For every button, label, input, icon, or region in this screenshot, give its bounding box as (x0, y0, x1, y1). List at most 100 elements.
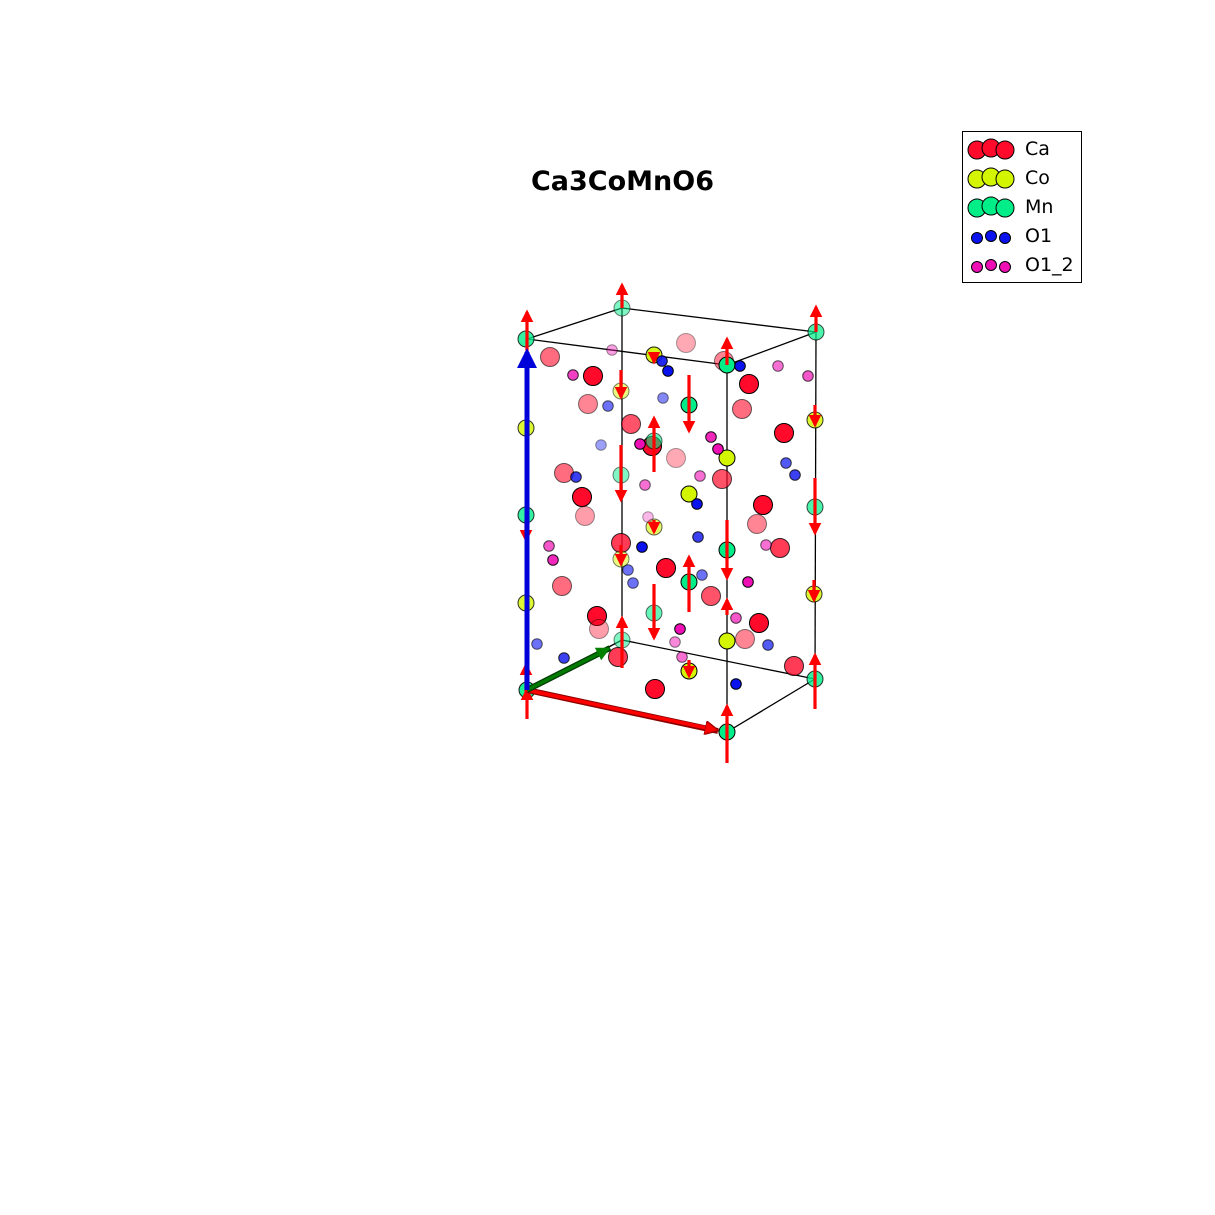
atom-ca (656, 558, 676, 578)
atom-ca (608, 647, 628, 667)
atom-ca (770, 538, 790, 558)
cell-edge (526, 338, 728, 366)
atom-o1 (692, 531, 704, 543)
legend: Ca Co Mn O1 O1_2 (962, 131, 1082, 283)
atom-o1-2 (674, 623, 686, 635)
legend-marker-dot (999, 232, 1011, 244)
atom-o1-2 (639, 479, 651, 491)
atom-ca (578, 394, 598, 414)
atom-ca (735, 629, 755, 649)
atom-o1 (657, 392, 669, 404)
atom-o1-2 (676, 651, 688, 663)
atom-ca (589, 619, 609, 639)
atom-o1-2 (543, 540, 555, 552)
axis-a-arrow (526, 688, 716, 730)
legend-label: Mn (1025, 196, 1054, 218)
legend-entry: Mn (963, 194, 1081, 222)
atom-ca (583, 366, 603, 386)
atom-o1-2 (712, 443, 724, 455)
axis-b-arrow (526, 647, 611, 692)
atom-o1 (595, 439, 607, 451)
atom-o1 (662, 365, 674, 377)
cell-edge (726, 678, 816, 733)
atom-o1 (789, 469, 801, 481)
atom-o1-2 (730, 612, 742, 624)
legend-marker-icon (967, 167, 1015, 189)
legend-marker-dot (971, 261, 983, 273)
atom-ca (753, 495, 773, 515)
legend-marker-dot (985, 259, 997, 271)
atom-o1-2 (642, 511, 654, 523)
atom-o1 (762, 639, 774, 651)
legend-marker-icon (971, 259, 1011, 273)
atom-o1 (696, 569, 708, 581)
atom-ca (552, 576, 572, 596)
lattice-axis-arrows (517, 348, 718, 731)
legend-marker-dot (995, 198, 1015, 218)
atom-co (680, 485, 698, 503)
legend-marker-icon (967, 138, 1015, 160)
atom-ca (645, 679, 665, 699)
legend-label: O1 (1025, 225, 1053, 247)
legend-marker-icon (967, 196, 1015, 218)
legend-entry: O1_2 (963, 252, 1081, 280)
atom-o1 (730, 678, 742, 690)
atom-o1 (656, 355, 668, 367)
atom-o1 (627, 577, 639, 589)
cell-edge (621, 307, 817, 333)
atom-ca (587, 606, 607, 626)
atom-co (718, 449, 736, 467)
cell-edge (726, 331, 817, 366)
legend-label: Co (1025, 167, 1050, 189)
atom-ca (621, 414, 641, 434)
atom-ca (701, 586, 721, 606)
legend-marker-dot (995, 140, 1015, 160)
atom-o1-2 (634, 438, 646, 450)
atom-ca (739, 374, 759, 394)
legend-marker-dot (985, 230, 997, 242)
legend-marker-dot (999, 261, 1011, 273)
legend-label: Ca (1025, 138, 1050, 160)
cell-edge (621, 639, 816, 680)
atom-o1-2 (606, 344, 618, 356)
atom-ca (749, 613, 769, 633)
legend-label: O1_2 (1025, 254, 1074, 276)
atom-ca (554, 463, 574, 483)
atom-ca (774, 423, 794, 443)
atom-ca (747, 514, 767, 534)
atom-ca (572, 487, 592, 507)
legend-marker-dot (995, 169, 1015, 189)
atom-o1 (780, 457, 792, 469)
atom-o1 (636, 541, 648, 553)
atom-o1-2 (802, 370, 814, 382)
atom-o1-2 (567, 369, 579, 381)
atom-o1-2 (694, 470, 706, 482)
atom-ca (540, 347, 560, 367)
atom-o1-2 (742, 576, 754, 588)
legend-entry: Co (963, 165, 1081, 193)
atom-o1 (602, 400, 614, 412)
atom-o1 (531, 638, 543, 650)
atom-o1-2 (772, 360, 784, 372)
atom-o1 (691, 498, 703, 510)
atom-ca (784, 656, 804, 676)
atom-ca (676, 333, 696, 353)
legend-marker-dot (971, 232, 983, 244)
atom-o1 (734, 360, 746, 372)
atom-ca (712, 469, 732, 489)
atom-ca (666, 448, 686, 468)
legend-entry: O1 (963, 223, 1081, 251)
legend-entry: Ca (963, 136, 1081, 164)
atom-o1 (570, 471, 582, 483)
atom-o1-2 (760, 539, 772, 551)
atom-ca (732, 399, 752, 419)
atom-o1 (558, 652, 570, 664)
atom-o1-2 (705, 431, 717, 443)
cell-edge (526, 307, 623, 340)
spin-arrow-layer (519, 282, 823, 763)
structure-title: Ca3CoMnO6 (530, 166, 714, 197)
atom-ca (575, 506, 595, 526)
atom-o1-2 (547, 554, 559, 566)
atom-o1 (622, 564, 634, 576)
